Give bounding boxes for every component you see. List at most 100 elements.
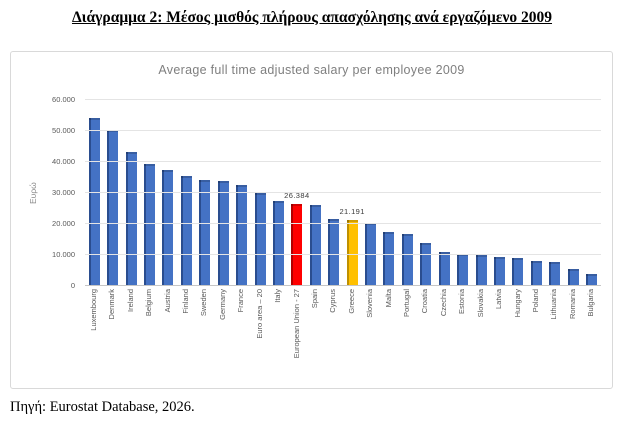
- x-label-slot: Lithuania: [546, 289, 564, 385]
- bar-slot: [472, 100, 490, 286]
- x-label-sweden: Sweden: [199, 289, 209, 317]
- x-axis-labels: Luxembourg Denmark Ireland Belgium Austria Fi…: [85, 289, 601, 385]
- x-label-slot: France: [232, 289, 250, 385]
- x-label-european-union-27: European Union - 27: [291, 289, 301, 359]
- gridline: [85, 130, 601, 131]
- bar-euro-area-20: [254, 192, 266, 286]
- bar-slot: [85, 100, 103, 286]
- bar-cyprus: [328, 218, 340, 286]
- x-label-slot: Italy: [269, 289, 287, 385]
- bar-slot: [324, 100, 342, 286]
- x-label-euro-area-20: Euro area – 20: [254, 289, 264, 339]
- bar-slot: [361, 100, 379, 286]
- document-title: Διάγραμμα 2: Μέσος μισθός πλήρους απασχό…: [71, 9, 553, 26]
- bar-slot: [159, 100, 177, 286]
- x-label-slot: Euro area – 20: [251, 289, 269, 385]
- bar-slot: 21.191: [339, 100, 364, 286]
- x-label-poland: Poland: [531, 289, 541, 313]
- data-label-european-union-27: 26.384: [284, 191, 310, 201]
- x-axis-line: [85, 285, 601, 286]
- bar-slot: [582, 100, 600, 286]
- y-tick-label: 40.000: [52, 157, 75, 166]
- x-label-slot: Czechia: [435, 289, 453, 385]
- x-label-hungary: Hungary: [512, 289, 522, 318]
- gridline: [85, 192, 601, 193]
- bar-belgium: [143, 164, 155, 286]
- x-label-czechia: Czechia: [438, 289, 448, 317]
- x-label-cyprus: Cyprus: [328, 289, 338, 313]
- x-label-slot: Slovenia: [361, 289, 379, 385]
- gridline: [85, 99, 601, 100]
- bar-slot: [103, 100, 121, 286]
- y-axis-ticks: 60.000 50.000 40.000 30.000 20.000 10.000 0: [11, 95, 75, 290]
- bar-sweden: [199, 180, 211, 286]
- y-tick-label: 50.000: [52, 126, 75, 135]
- x-label-slovakia: Slovakia: [475, 289, 485, 318]
- bar-lithuania: [549, 261, 561, 286]
- x-label-portugal: Portugal: [402, 289, 412, 317]
- y-tick-label: 60.000: [52, 95, 75, 104]
- bar-greece: [346, 220, 358, 286]
- gridline: [85, 161, 601, 162]
- x-label-denmark: Denmark: [107, 289, 117, 320]
- bar-slot: [232, 100, 250, 286]
- plot-area: 26.384 21.191: [85, 99, 601, 286]
- x-label-belgium: Belgium: [144, 289, 154, 317]
- bar-luxembourg: [88, 118, 100, 286]
- y-tick-label: 10.000: [52, 250, 75, 259]
- x-label-slot: Denmark: [103, 289, 121, 385]
- x-label-slot: Latvia: [490, 289, 508, 385]
- bar-slot: [306, 100, 324, 286]
- bar-slot: [122, 100, 140, 286]
- x-label-romania: Romania: [567, 289, 577, 320]
- x-label-slot: Portugal: [398, 289, 416, 385]
- x-label-slot: Austria: [159, 289, 177, 385]
- bar-slot: [196, 100, 214, 286]
- bar-european-union-27: [291, 204, 303, 286]
- bar-malta: [383, 232, 395, 286]
- bar-slot: [490, 100, 508, 286]
- x-label-croatia: Croatia: [420, 289, 430, 314]
- data-label-greece: 21.191: [339, 207, 365, 217]
- x-label-slot: Germany: [214, 289, 232, 385]
- bar-poland: [530, 260, 542, 286]
- x-label-lithuania: Lithuania: [549, 289, 559, 320]
- bar-latvia: [493, 257, 505, 286]
- bar-hungary: [512, 258, 524, 286]
- x-label-slot: Sweden: [196, 289, 214, 385]
- bar-series: 26.384 21.191: [85, 100, 601, 286]
- x-label-france: France: [236, 289, 246, 313]
- x-label-slot: European Union - 27: [288, 289, 306, 385]
- x-label-spain: Spain: [309, 289, 319, 309]
- x-label-slot: Ireland: [122, 289, 140, 385]
- bar-slot: [453, 100, 471, 286]
- chart-panel: Average full time adjusted salary per em…: [10, 51, 613, 389]
- bar-spain: [309, 205, 321, 286]
- x-label-greece: Greece: [346, 289, 356, 314]
- bar-denmark: [107, 130, 119, 286]
- x-label-bulgaria: Bulgaria: [586, 289, 596, 317]
- x-label-latvia: Latvia: [494, 289, 504, 310]
- gridline: [85, 254, 601, 255]
- bar-estonia: [457, 254, 469, 286]
- x-label-slot: Finland: [177, 289, 195, 385]
- x-label-estonia: Estonia: [457, 289, 467, 315]
- bar-czechia: [438, 251, 450, 286]
- x-label-italy: Italy: [273, 289, 283, 303]
- x-label-slot: Estonia: [453, 289, 471, 385]
- bar-croatia: [420, 243, 432, 286]
- bar-slot: [564, 100, 582, 286]
- y-tick-label: 30.000: [52, 188, 75, 197]
- source-note: Πηγή: Eurostat Database, 2026.: [10, 399, 195, 415]
- x-label-slot: Slovakia: [472, 289, 490, 385]
- x-label-slot: Bulgaria: [582, 289, 600, 385]
- bar-bulgaria: [586, 274, 598, 286]
- x-label-germany: Germany: [217, 289, 227, 320]
- x-label-slot: Luxembourg: [85, 289, 103, 385]
- bar-slot: [380, 100, 398, 286]
- bar-finland: [180, 175, 192, 286]
- bar-france: [236, 185, 248, 286]
- x-label-luxembourg: Luxembourg: [88, 289, 98, 331]
- x-label-finland: Finland: [181, 289, 190, 314]
- bar-portugal: [401, 234, 413, 286]
